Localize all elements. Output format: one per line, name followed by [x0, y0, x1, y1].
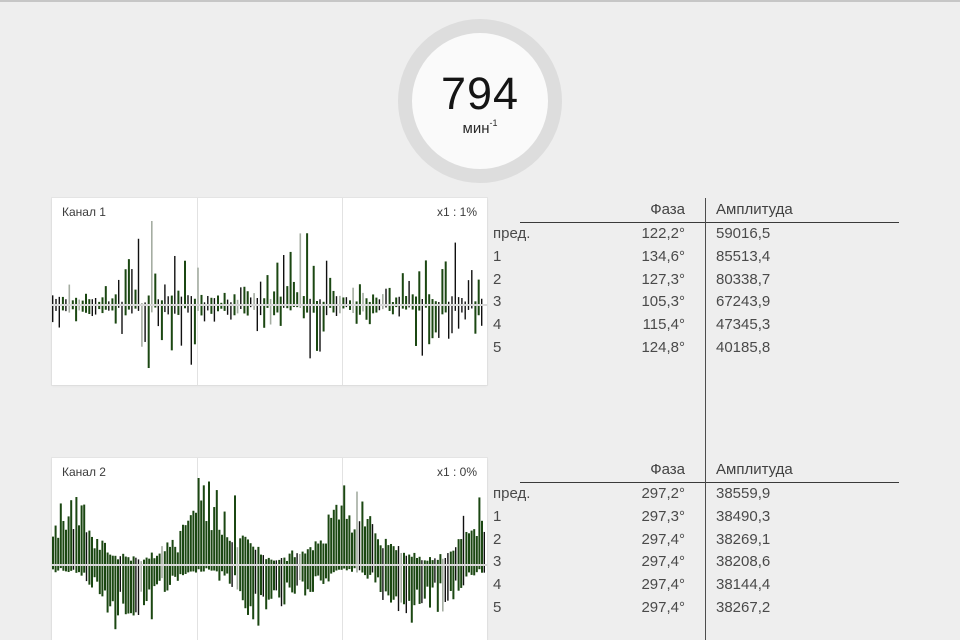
rpm-value: 794	[440, 68, 520, 119]
row-label: 4	[493, 576, 502, 594]
amplitude-value: 38269,1	[716, 530, 771, 548]
amplitude-value: 67243,9	[716, 293, 771, 311]
table-row: 2 297,4° 38269,1	[490, 529, 910, 552]
table-row: 3 105,3° 67243,9	[490, 291, 910, 314]
window-top-edge	[0, 0, 960, 2]
phase-column-header: Фаза	[650, 201, 685, 218]
phase-value: 127,3°	[641, 270, 685, 288]
amplitude-value: 38267,2	[716, 598, 771, 616]
amplitude-value: 59016,5	[716, 225, 771, 242]
table-rows: пред. 297,2° 38559,9 1 297,3° 38490,3 2 297,4° 3…	[490, 483, 910, 620]
phase-value: 134,6°	[641, 247, 685, 265]
channel-1-chart-panel: Канал 1 x1 : 1%	[52, 198, 487, 385]
phase-value: 124,8°	[641, 338, 685, 356]
rpm-unit: мин-1	[462, 118, 498, 137]
table-header: Фаза Амплитуда	[490, 198, 910, 222]
channel-2-results-table: Фаза Амплитуда пред. 297,2° 38559,9 1 297,3°…	[490, 458, 910, 616]
channel-2-chart-panel: Канал 2 x1 : 0%	[52, 458, 487, 640]
table-rows: пред. 122,2° 59016,5 1 134,6° 85513,4 2 127,3° 8…	[490, 223, 910, 360]
table-row: 2 127,3° 80338,7	[490, 269, 910, 292]
amplitude-column-header: Амплитуда	[716, 461, 793, 478]
table-row: 1 297,3° 38490,3	[490, 506, 910, 529]
row-label: 5	[493, 598, 502, 616]
phase-value: 297,2°	[641, 485, 685, 502]
amplitude-value: 38559,9	[716, 485, 771, 502]
rpm-unit-exponent: -1	[489, 118, 498, 128]
row-label: пред.	[493, 485, 531, 502]
amplitude-value: 38490,3	[716, 507, 771, 525]
channel-2-label: Канал 2	[62, 465, 106, 479]
phase-column-header: Фаза	[650, 461, 685, 478]
amplitude-value: 47345,3	[716, 316, 771, 334]
row-label: пред.	[493, 225, 531, 242]
table-row: 3 297,4° 38208,6	[490, 551, 910, 574]
table-row: 1 134,6° 85513,4	[490, 246, 910, 269]
row-label: 1	[493, 507, 502, 525]
phase-value: 297,3°	[641, 507, 685, 525]
table-row: пред. 297,2° 38559,9	[490, 483, 910, 506]
phase-value: 122,2°	[641, 225, 685, 242]
amplitude-value: 80338,7	[716, 270, 771, 288]
channel-1-scale-badge: x1 : 1%	[436, 205, 477, 219]
phase-value: 297,4°	[641, 553, 685, 571]
channel-1-label: Канал 1	[62, 205, 106, 219]
phase-value: 115,4°	[642, 316, 685, 334]
row-label: 3	[493, 293, 502, 311]
amplitude-column-header: Амплитуда	[716, 201, 793, 218]
row-label: 5	[493, 338, 502, 356]
header-rule	[520, 482, 899, 483]
rpm-unit-base: мин	[462, 120, 490, 137]
rpm-gauge-ring: 794 мин-1	[398, 19, 562, 183]
tables-column-divider	[705, 198, 706, 640]
table-row: 4 297,4° 38144,4	[490, 574, 910, 597]
table-row: пред. 122,2° 59016,5	[490, 223, 910, 246]
row-label: 3	[493, 553, 502, 571]
amplitude-value: 38208,6	[716, 553, 771, 571]
header-rule	[520, 222, 899, 223]
channel-2-waveform[interactable]	[52, 458, 487, 640]
phase-value: 105,3°	[641, 293, 685, 311]
phase-value: 297,4°	[641, 530, 685, 548]
amplitude-value: 40185,8	[716, 338, 771, 356]
channel-1-waveform[interactable]	[52, 198, 487, 385]
table-row: 5 124,8° 40185,8	[490, 337, 910, 360]
phase-value: 297,4°	[641, 598, 685, 616]
amplitude-value: 38144,4	[716, 576, 771, 594]
table-row: 5 297,4° 38267,2	[490, 597, 910, 620]
amplitude-value: 85513,4	[716, 247, 771, 265]
table-row: 4 115,4° 47345,3	[490, 314, 910, 337]
row-label: 4	[493, 316, 502, 334]
row-label: 2	[493, 270, 502, 288]
rpm-gauge: 794 мин-1	[398, 19, 562, 183]
channel-1-results-table: Фаза Амплитуда пред. 122,2° 59016,5 1 134,6°…	[490, 198, 910, 356]
table-header: Фаза Амплитуда	[490, 458, 910, 482]
row-label: 1	[493, 247, 502, 265]
phase-value: 297,4°	[641, 576, 685, 594]
row-label: 2	[493, 530, 502, 548]
channel-2-scale-badge: x1 : 0%	[436, 465, 477, 479]
